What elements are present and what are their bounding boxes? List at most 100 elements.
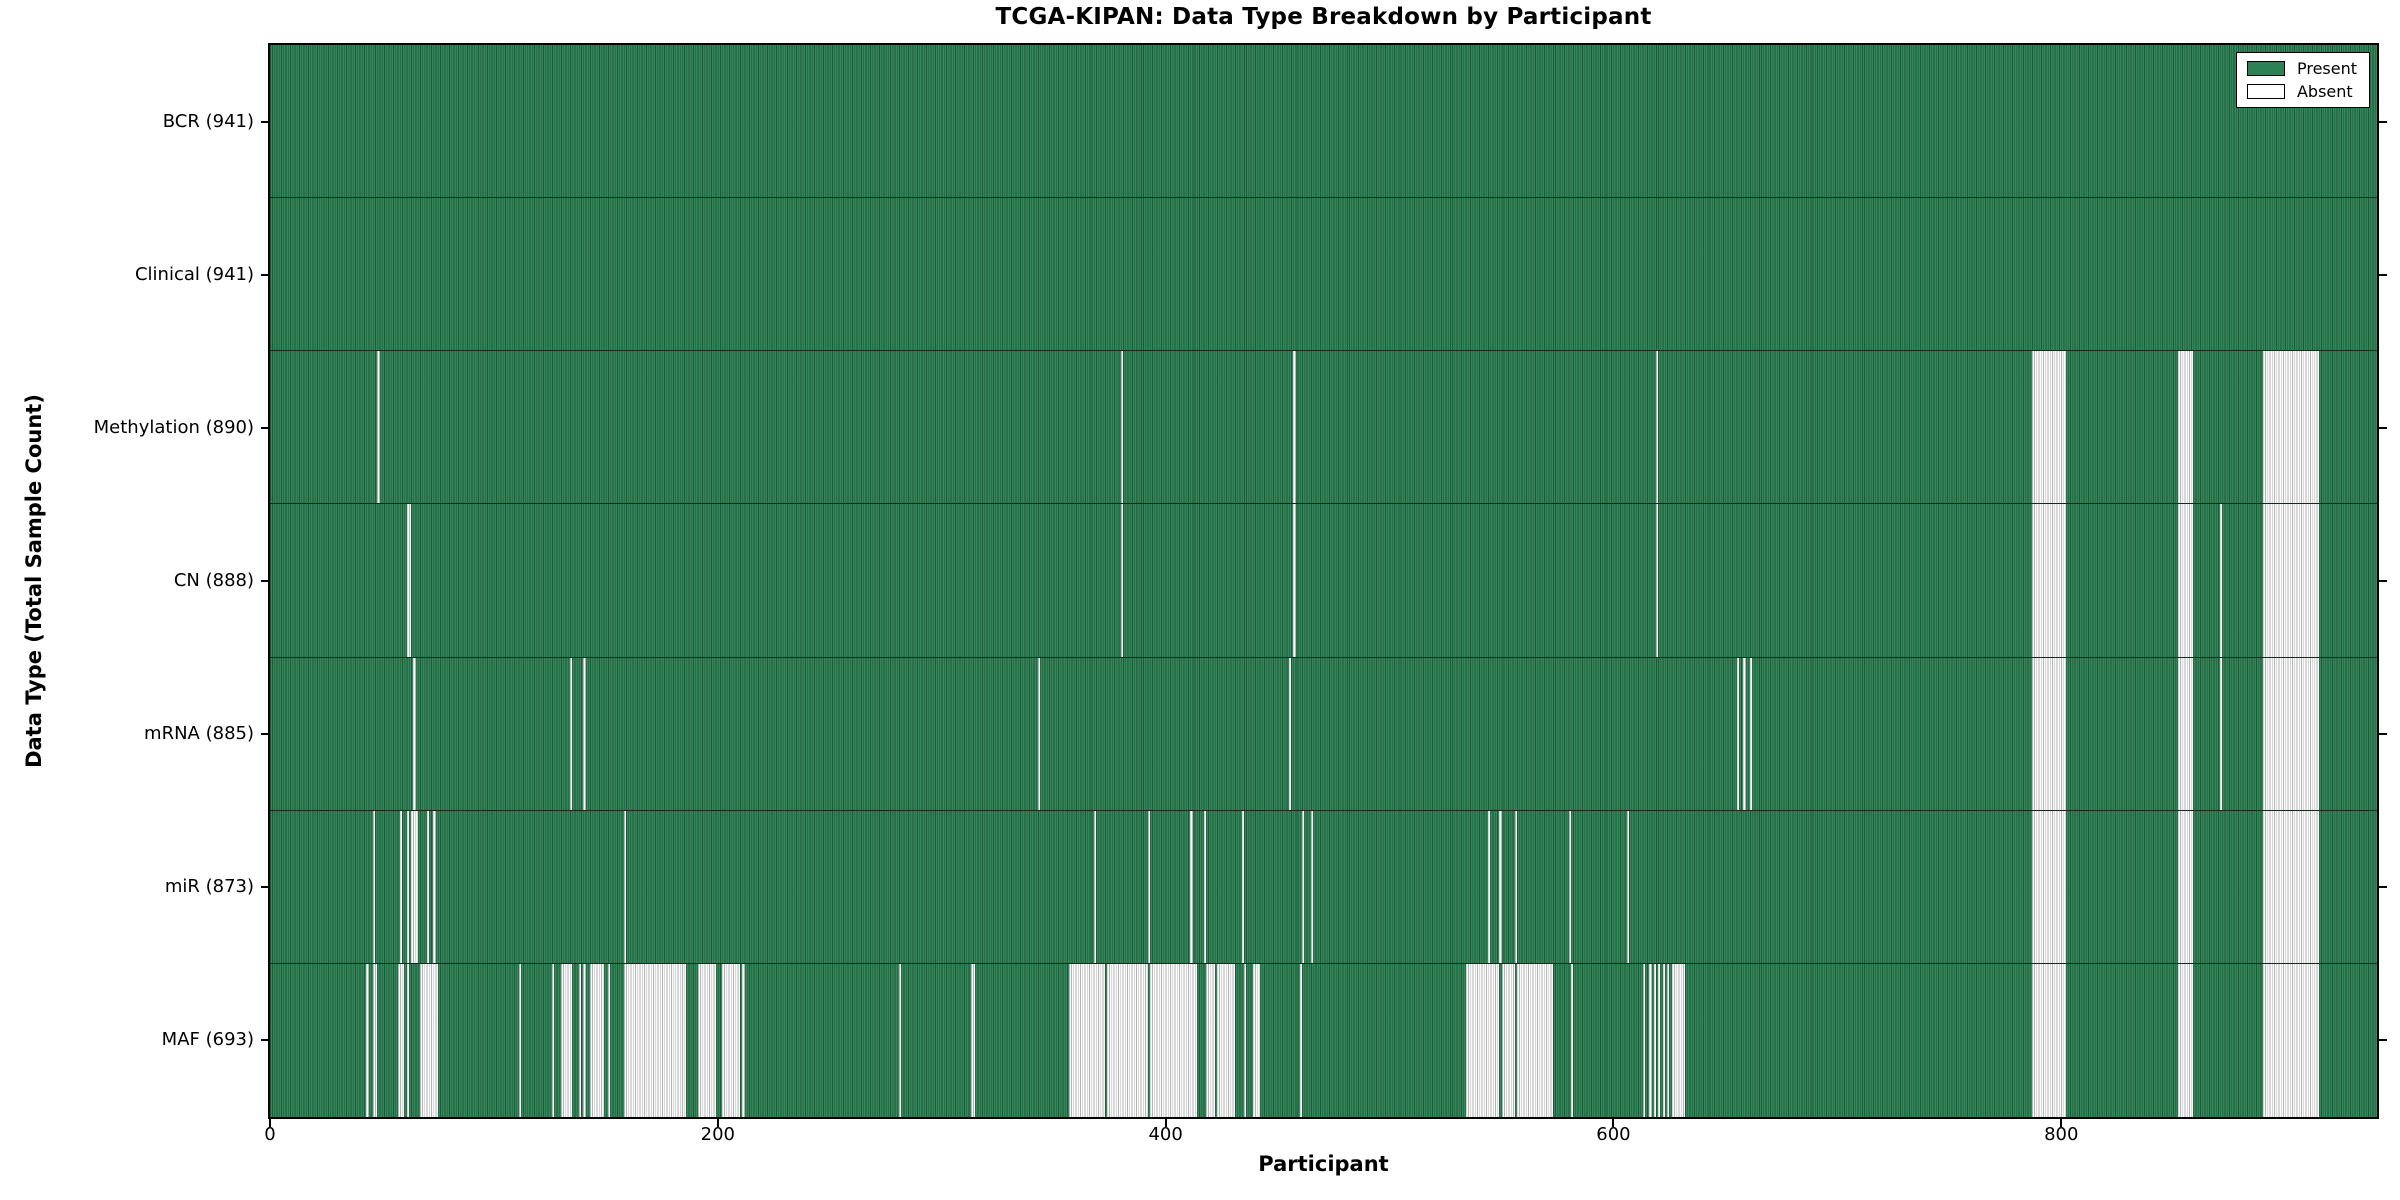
legend-swatch-absent — [2246, 84, 2285, 99]
absent-segment — [372, 963, 378, 1117]
absent-segment — [1241, 810, 1244, 963]
absent-segment — [1293, 504, 1296, 657]
absent-segment — [397, 963, 405, 1117]
absent-segment — [426, 810, 429, 963]
absent-segment — [697, 963, 716, 1117]
y-tick-right — [2379, 273, 2387, 276]
absent-segment — [1736, 657, 1739, 810]
absent-segment — [1069, 963, 1106, 1117]
absent-segment — [1658, 963, 1661, 1117]
x-tick — [269, 1119, 271, 1127]
absent-segment — [2262, 351, 2319, 504]
row-mir — [270, 810, 2377, 964]
absent-segment — [2032, 504, 2066, 657]
x-tick-label: 0 — [264, 1124, 276, 1145]
absent-segment — [399, 810, 403, 963]
absent-segment — [970, 963, 976, 1117]
absent-segment — [2032, 351, 2066, 504]
absent-segment — [2220, 504, 2223, 657]
absent-segment — [1252, 963, 1260, 1117]
absent-segment — [742, 963, 745, 1117]
x-axis-label: Participant — [1258, 1152, 1389, 1176]
absent-segment — [1147, 810, 1150, 963]
absent-segment — [1517, 963, 1553, 1117]
absent-segment — [1649, 963, 1652, 1117]
y-tick — [261, 1039, 269, 1042]
absent-segment — [1093, 810, 1097, 963]
x-tick — [716, 1119, 719, 1127]
absent-segment — [899, 963, 902, 1117]
y-tick-label: Clinical (941) — [134, 263, 254, 285]
x-tick — [1164, 1119, 1167, 1127]
absent-segment — [2220, 657, 2223, 810]
absent-segment — [2032, 810, 2066, 963]
chart-title: TCGA-KIPAN: Data Type Breakdown by Parti… — [995, 4, 1652, 30]
absent-segment — [1570, 963, 1574, 1117]
x-tick-label: 200 — [700, 1124, 735, 1145]
absent-segment — [1293, 351, 1296, 504]
y-tick-label: miR (873) — [164, 876, 254, 898]
absent-segment — [406, 810, 409, 963]
y-tick-right — [2379, 886, 2387, 889]
absent-segment — [2032, 963, 2066, 1117]
absent-segment — [2262, 810, 2319, 963]
absent-segment — [406, 963, 409, 1117]
absent-segment — [1288, 657, 1292, 810]
absent-segment — [413, 657, 416, 810]
absent-segment — [2032, 657, 2066, 810]
absent-segment — [552, 963, 555, 1117]
y-tick-right — [2379, 426, 2387, 429]
absent-segment — [1302, 810, 1305, 963]
absent-segment — [2262, 657, 2319, 810]
y-tick-right — [2379, 580, 2387, 582]
absent-segment — [2177, 504, 2194, 657]
absent-segment — [590, 963, 604, 1117]
y-tick — [261, 426, 269, 429]
absent-segment — [518, 963, 521, 1117]
y-tick-right — [2379, 120, 2387, 123]
absent-segment — [406, 504, 412, 657]
y-tick — [261, 886, 269, 889]
legend-swatch-present — [2246, 61, 2285, 76]
absent-segment — [1107, 963, 1148, 1117]
absent-segment — [1190, 810, 1193, 963]
absent-segment — [722, 963, 741, 1117]
y-tick — [261, 580, 269, 582]
absent-segment — [623, 810, 626, 963]
x-tick-label: 400 — [1148, 1124, 1183, 1145]
absent-segment — [1488, 810, 1491, 963]
absent-segment — [2177, 657, 2194, 810]
absent-segment — [411, 810, 418, 963]
absent-segment — [1203, 810, 1206, 963]
absent-segment — [608, 963, 611, 1117]
absent-segment — [583, 963, 586, 1117]
absent-segment — [2262, 963, 2319, 1117]
x-tick-label: 800 — [2044, 1124, 2079, 1145]
absent-segment — [2262, 504, 2319, 657]
plot-area: Present Absent — [268, 43, 2379, 1119]
absent-segment — [578, 963, 582, 1117]
absent-segment — [1514, 810, 1518, 963]
absent-segment — [1671, 963, 1686, 1117]
absent-segment — [1626, 810, 1630, 963]
legend-label-present: Present — [2296, 59, 2357, 78]
absent-segment — [372, 810, 376, 963]
absent-segment — [1653, 963, 1656, 1117]
y-tick-label: Methylation (890) — [93, 416, 254, 438]
absent-segment — [1568, 810, 1571, 963]
absent-segment — [2177, 351, 2194, 504]
absent-segment — [1244, 963, 1247, 1117]
row-clinical — [270, 198, 2377, 352]
row-mrna — [270, 657, 2377, 811]
absent-segment — [1501, 963, 1515, 1117]
row-cn — [270, 504, 2377, 658]
y-tick-right — [2379, 1039, 2387, 1042]
absent-segment — [1465, 963, 1500, 1117]
x-tick-label: 600 — [1596, 1124, 1631, 1145]
absent-segment — [1120, 504, 1124, 657]
absent-segment — [1656, 504, 1659, 657]
absent-segment — [1656, 351, 1659, 504]
absent-segment — [623, 963, 687, 1117]
y-tick-label: mRNA (885) — [144, 723, 254, 745]
y-tick-right — [2379, 733, 2387, 736]
